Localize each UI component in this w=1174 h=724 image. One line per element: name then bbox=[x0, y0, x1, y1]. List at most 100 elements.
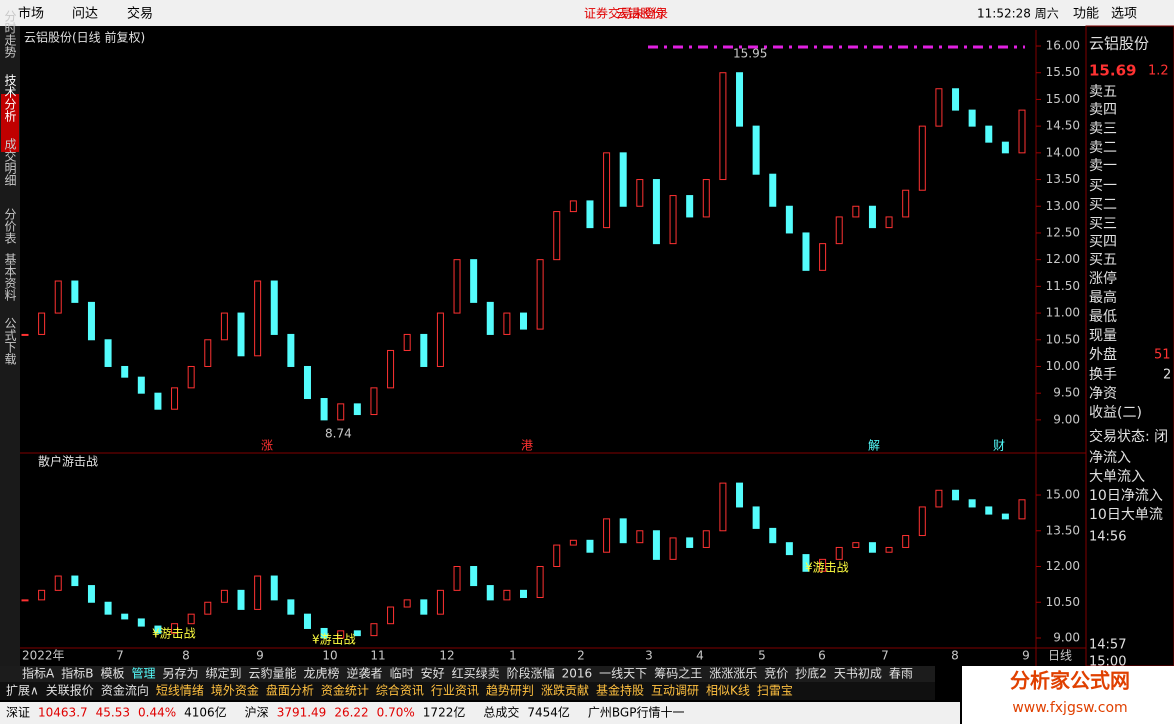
tab[interactable]: 短线情绪 bbox=[156, 684, 204, 698]
y-tick-label: 9.00 bbox=[1053, 630, 1080, 644]
logo-url: www.fxjgsw.com bbox=[1012, 700, 1127, 716]
side-tab[interactable]: 分时走势 bbox=[3, 10, 17, 58]
candle bbox=[952, 489, 960, 501]
stock-link[interactable]: 云铝股份 bbox=[616, 6, 664, 21]
candle bbox=[204, 601, 212, 615]
candle bbox=[968, 499, 976, 508]
menu-item[interactable]: 市场 bbox=[18, 6, 44, 22]
x-tick-label: 6 bbox=[818, 649, 826, 663]
quote-row: 卖五 bbox=[1089, 84, 1117, 100]
menu-item[interactable]: 功能 bbox=[1073, 7, 1099, 22]
tab[interactable]: 竞价 bbox=[764, 667, 788, 681]
tab[interactable]: 综合资讯 bbox=[376, 683, 424, 698]
tab[interactable]: 春雨 bbox=[889, 667, 913, 681]
candle bbox=[470, 566, 478, 587]
status-bar bbox=[0, 702, 960, 724]
tab[interactable]: 行业资讯 bbox=[431, 684, 479, 698]
tab[interactable]: 红买绿卖 bbox=[452, 666, 500, 681]
login-notice[interactable]: 证券交易未登录 bbox=[584, 6, 668, 21]
quote-row: 净流入 bbox=[1089, 450, 1131, 466]
event-marker[interactable]: 财 bbox=[993, 439, 1005, 453]
menu-item[interactable]: 问达 bbox=[72, 7, 98, 22]
tab[interactable]: 涨涨涨乐 bbox=[709, 666, 757, 681]
tab[interactable]: 基金持股 bbox=[596, 683, 644, 698]
tab[interactable]: 绑定到 bbox=[206, 666, 242, 681]
candle bbox=[802, 232, 810, 271]
x-tick-label: 12 bbox=[439, 649, 454, 663]
candle bbox=[819, 558, 827, 572]
tab[interactable]: 云豹量能 bbox=[249, 666, 297, 681]
candle bbox=[785, 542, 793, 556]
side-tab[interactable]: 基本资料 bbox=[3, 253, 17, 301]
quote-row: 最高 bbox=[1089, 289, 1117, 306]
tab[interactable]: 龙虎榜 bbox=[304, 666, 340, 681]
menu-item[interactable]: 选项 bbox=[1111, 7, 1137, 22]
side-tab[interactable]: 成交明细 bbox=[3, 138, 17, 186]
event-marker[interactable]: 解 bbox=[868, 439, 880, 453]
tab[interactable]: 天书初成 bbox=[834, 667, 882, 681]
period-label[interactable]: 日线 bbox=[1048, 649, 1072, 663]
candle bbox=[586, 200, 594, 229]
candle bbox=[71, 575, 79, 587]
y-tick-label: 12.00 bbox=[1046, 559, 1080, 573]
candle bbox=[370, 623, 378, 637]
tab[interactable]: 逆袭者 bbox=[347, 666, 383, 681]
candle bbox=[918, 125, 926, 191]
candle bbox=[769, 173, 777, 207]
tab[interactable]: 抄底2 bbox=[795, 666, 827, 681]
tab[interactable]: 境外资金 bbox=[211, 683, 259, 698]
side-tab-active bbox=[1, 94, 19, 152]
tab[interactable]: 模板 bbox=[100, 667, 124, 681]
event-marker[interactable]: 港 bbox=[521, 439, 533, 453]
tab[interactable]: 指标A bbox=[22, 666, 55, 681]
quote-row: 10日大单流 bbox=[1089, 507, 1163, 523]
tab[interactable]: 扩展∧ bbox=[6, 684, 39, 698]
candle bbox=[403, 599, 411, 608]
tab[interactable]: 安好 bbox=[421, 666, 445, 681]
status-item: 1722亿 bbox=[423, 705, 466, 720]
tab[interactable]: 关联报价 bbox=[46, 683, 94, 698]
candle bbox=[968, 109, 976, 127]
candle bbox=[453, 259, 461, 314]
x-tick-label: 9 bbox=[1022, 649, 1030, 663]
menu-item[interactable]: 交易 bbox=[127, 6, 153, 22]
tab[interactable]: 相似K线 bbox=[706, 684, 750, 698]
side-tab[interactable]: 分价表 bbox=[3, 208, 17, 244]
status-item: 广州BGP行情十一 bbox=[588, 706, 685, 720]
tab[interactable]: 阶段涨幅 bbox=[507, 666, 555, 681]
candle bbox=[619, 518, 627, 544]
candle bbox=[752, 125, 760, 175]
side-tab[interactable]: 技术分析 bbox=[3, 74, 17, 123]
candle bbox=[337, 630, 345, 639]
tab[interactable]: 资金统计 bbox=[321, 683, 369, 698]
candle bbox=[702, 179, 710, 218]
event-marker[interactable]: 涨 bbox=[261, 438, 273, 453]
tab[interactable]: 一线天下 bbox=[599, 667, 647, 681]
candle bbox=[868, 205, 876, 229]
candle bbox=[420, 599, 428, 615]
y-tick-label: 14.50 bbox=[1046, 119, 1080, 133]
tab[interactable]: 筹码之王 bbox=[654, 667, 702, 681]
quote-price: 15.69 bbox=[1089, 62, 1136, 80]
tab[interactable]: 趋势研判 bbox=[486, 684, 534, 698]
tab[interactable]: 另存为 bbox=[162, 667, 198, 681]
tab[interactable]: 管理 bbox=[131, 666, 155, 681]
status-item: 总成交 bbox=[483, 705, 519, 720]
side-tab[interactable]: 公式下载 bbox=[3, 317, 17, 366]
quote-row: 现量 bbox=[1089, 328, 1117, 344]
tab[interactable]: 互动调研 bbox=[651, 684, 699, 698]
candle bbox=[237, 589, 245, 610]
candle bbox=[1001, 141, 1009, 154]
y-tick-label: 14.00 bbox=[1046, 145, 1080, 159]
tab[interactable]: 扫雷宝 bbox=[757, 684, 793, 698]
tab[interactable]: 临时 bbox=[390, 667, 414, 681]
status-item: 0.44% bbox=[138, 706, 176, 720]
candle bbox=[918, 506, 926, 537]
tab[interactable]: 涨跌贡献 bbox=[541, 683, 589, 698]
x-tick-label: 3 bbox=[645, 649, 653, 663]
tab[interactable]: 2016 bbox=[562, 667, 593, 681]
candle bbox=[985, 506, 993, 515]
tab[interactable]: 指标B bbox=[61, 666, 93, 681]
tab[interactable]: 资金流向 bbox=[101, 683, 149, 698]
tab[interactable]: 盘面分析 bbox=[266, 683, 314, 698]
